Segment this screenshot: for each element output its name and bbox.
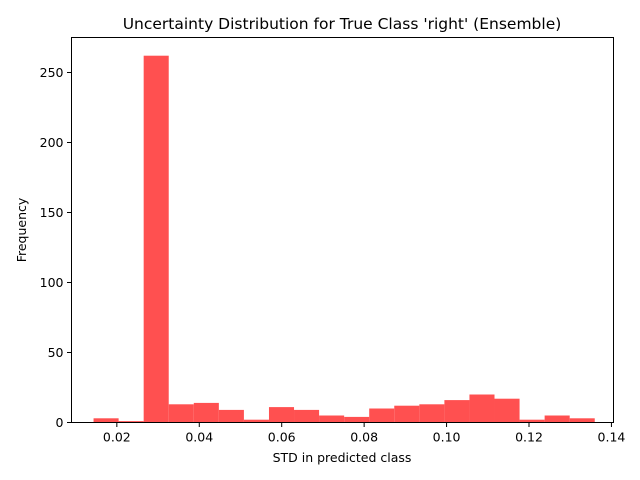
x-tick-label: 0.10 bbox=[433, 430, 461, 445]
x-tick-label: 0.02 bbox=[103, 430, 131, 445]
histogram-bar bbox=[118, 421, 144, 423]
y-axis-label: Frequency bbox=[14, 197, 29, 262]
y-tick-label: 200 bbox=[40, 135, 64, 150]
bars-group bbox=[93, 55, 595, 423]
histogram-bar bbox=[143, 55, 169, 423]
y-tick-label: 0 bbox=[56, 415, 64, 430]
x-tick-label: 0.12 bbox=[515, 430, 543, 445]
y-axis-ticks: 0 50 100 150 200 250 bbox=[40, 65, 72, 430]
plot-frame bbox=[71, 37, 614, 423]
x-tick-label: 0.08 bbox=[350, 430, 378, 445]
histogram-bar bbox=[93, 418, 119, 423]
x-tick-label: 0.14 bbox=[598, 430, 626, 445]
histogram-bar bbox=[519, 419, 545, 423]
y-tick-label: 50 bbox=[48, 345, 64, 360]
x-tick-label: 0.06 bbox=[268, 430, 296, 445]
histogram-bar bbox=[319, 415, 345, 423]
histogram-bar bbox=[243, 419, 269, 423]
histogram-bar bbox=[569, 418, 595, 423]
histogram-bar bbox=[294, 409, 320, 423]
y-tick-label: 150 bbox=[40, 205, 64, 220]
chart-title: Uncertainty Distribution for True Class … bbox=[123, 15, 562, 33]
y-tick-label: 250 bbox=[40, 65, 64, 80]
histogram-bar bbox=[544, 415, 570, 423]
y-tick-label: 100 bbox=[40, 275, 64, 290]
histogram-bar bbox=[344, 416, 370, 423]
x-axis-label: STD in predicted class bbox=[273, 450, 412, 465]
histogram-bar bbox=[394, 405, 420, 423]
x-tick-label: 0.04 bbox=[185, 430, 213, 445]
x-axis-ticks: 0.02 0.04 0.06 0.08 0.10 0.12 0.14 bbox=[103, 422, 626, 445]
histogram-bar bbox=[369, 408, 395, 423]
histogram-bar bbox=[419, 404, 445, 423]
histogram-bar bbox=[469, 394, 495, 423]
histogram-bar bbox=[193, 402, 219, 423]
histogram-bar bbox=[168, 404, 194, 423]
histogram-bar bbox=[268, 407, 295, 423]
histogram-bar bbox=[444, 400, 470, 423]
histogram-bar bbox=[494, 398, 520, 423]
histogram-bar bbox=[218, 409, 244, 423]
